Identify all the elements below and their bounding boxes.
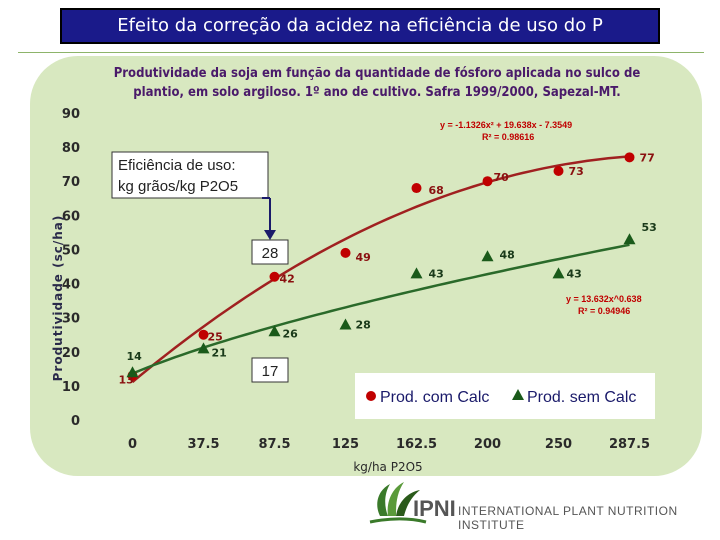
data-point-sem-calc xyxy=(552,267,565,279)
ipni-leaf-logo-icon xyxy=(369,482,427,524)
data-label-sem-calc: 21 xyxy=(212,346,227,359)
y-tick-label: 60 xyxy=(62,209,80,224)
y-tick-label: 30 xyxy=(62,312,80,327)
annotation-box xyxy=(111,151,269,199)
r2-com-calc: R² = 0.98616 xyxy=(482,132,534,142)
data-point-com-calc xyxy=(624,152,635,163)
trendline-sem-calc xyxy=(132,243,630,375)
data-label-com-calc: 68 xyxy=(429,184,444,197)
data-point-com-calc xyxy=(269,271,280,282)
x-tick-label: 125 xyxy=(332,437,359,452)
annotation-arrow-head xyxy=(264,230,276,240)
data-point-sem-calc xyxy=(410,267,423,279)
annotation-value-28: 28 xyxy=(262,245,279,262)
y-tick-label: 20 xyxy=(62,346,80,361)
data-label-sem-calc: 43 xyxy=(567,267,582,280)
data-label-com-calc: 73 xyxy=(569,165,584,178)
y-tick-label: 90 xyxy=(62,107,80,122)
data-point-sem-calc xyxy=(339,318,352,330)
data-point-com-calc xyxy=(340,247,351,258)
data-label-com-calc: 70 xyxy=(494,171,510,184)
data-point-sem-calc xyxy=(623,233,636,245)
x-tick-label: 0 xyxy=(128,437,137,452)
annotation-value-17: 17 xyxy=(262,363,279,380)
ipni-brand: IPNI xyxy=(413,496,456,521)
ipni-subtitle: INTERNATIONAL PLANT NUTRITION INSTITUTE xyxy=(458,504,678,532)
annotation-box-17 xyxy=(251,357,289,383)
chart-title: Produtividade da soja em função da quant… xyxy=(113,66,641,100)
y-tick-label: 50 xyxy=(62,243,80,258)
x-tick-label: 162.5 xyxy=(396,437,437,452)
data-point-sem-calc xyxy=(126,366,139,378)
annotation-box-28 xyxy=(251,239,289,265)
data-label-sem-calc: 28 xyxy=(356,318,371,331)
r2-sem-calc: R² = 0.94946 xyxy=(578,306,630,316)
data-label-sem-calc: 53 xyxy=(642,221,657,234)
annotation-line2: kg grãos/kg P2O5 xyxy=(118,178,238,195)
data-point-com-calc xyxy=(553,165,564,176)
data-point-com-calc xyxy=(198,329,209,340)
y-tick-label: 10 xyxy=(62,380,80,395)
x-axis-label: kg/ha P2O5 xyxy=(353,460,422,474)
legend-box xyxy=(355,373,655,419)
y-tick-label: 0 xyxy=(71,414,80,429)
divider xyxy=(18,52,704,53)
data-label-sem-calc: 26 xyxy=(283,327,299,340)
data-label-sem-calc: 43 xyxy=(429,267,444,280)
x-tick-label: 37.5 xyxy=(187,437,219,452)
y-tick-label: 70 xyxy=(62,175,80,190)
data-label-com-calc: 77 xyxy=(640,151,655,164)
trendline-com-calc xyxy=(131,155,630,383)
legend-label-com-calc: Prod. com Calc xyxy=(380,389,489,406)
data-label-com-calc: 25 xyxy=(208,331,223,344)
annotation-line1: Eficiência de uso: xyxy=(118,157,236,174)
x-tick-label: 287.5 xyxy=(609,437,650,452)
data-label-sem-calc: 14 xyxy=(127,350,143,363)
data-point-com-calc xyxy=(482,176,493,187)
x-tick-label: 250 xyxy=(545,437,572,452)
y-axis-label: Produtividade (sc/ha) xyxy=(51,215,65,382)
data-label-com-calc: 49 xyxy=(356,251,371,264)
legend-marker-sem-calc xyxy=(512,389,524,400)
x-tick-label: 200 xyxy=(474,437,501,452)
data-point-sem-calc xyxy=(197,342,210,354)
data-point-sem-calc xyxy=(268,325,281,337)
x-tick-label: 87.5 xyxy=(258,437,290,452)
data-point-com-calc xyxy=(411,183,422,194)
legend-marker-com-calc xyxy=(366,391,376,401)
y-tick-label: 40 xyxy=(62,278,80,293)
equation-sem-calc: y = 13.632x^0.638 xyxy=(566,294,642,304)
equation-com-calc: y = -1.1326x² + 19.638x - 7.3549 xyxy=(440,120,572,130)
data-label-com-calc: 42 xyxy=(280,273,295,286)
legend-label-sem-calc: Prod. sem Calc xyxy=(527,389,636,406)
y-tick-label: 80 xyxy=(62,141,80,156)
slide-title: Efeito da correção da acidez na eficiênc… xyxy=(60,8,660,44)
data-point-sem-calc xyxy=(481,250,494,262)
data-label-sem-calc: 48 xyxy=(500,248,515,261)
